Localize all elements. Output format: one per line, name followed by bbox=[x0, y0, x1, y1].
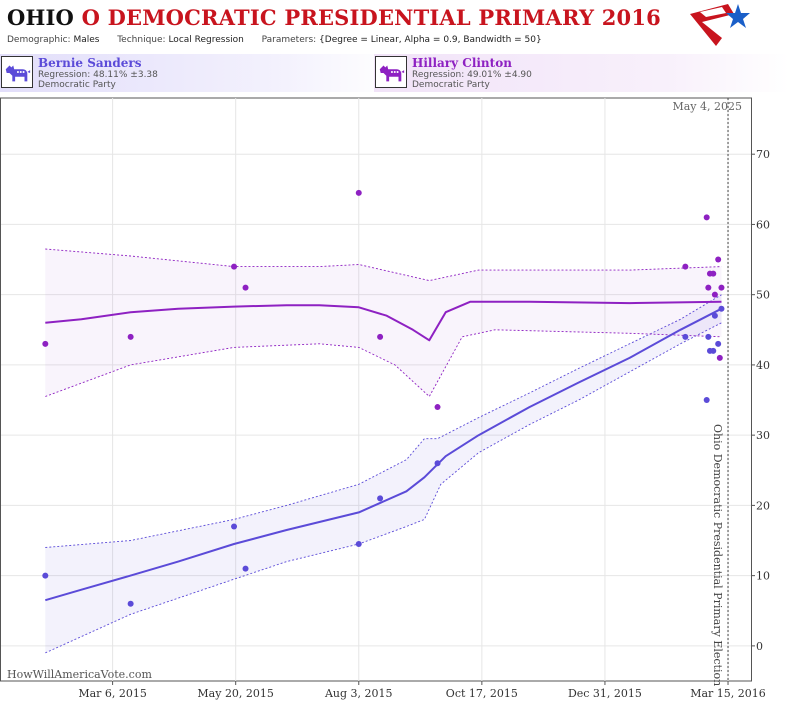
band-fill-bernie-sanders bbox=[45, 294, 722, 653]
x-axis: Mar 6, 2015 May 20, 2015 Aug 3, 2015 Oct 17… bbox=[78, 681, 766, 700]
point-bernie-sanders bbox=[377, 495, 384, 502]
y-tick-label: 40 bbox=[756, 359, 770, 372]
x-tick-label: Aug 3, 2015 bbox=[324, 687, 393, 700]
point-bernie-sanders bbox=[682, 333, 689, 340]
band-upper-bernie-sanders bbox=[45, 294, 722, 548]
donkey-icon bbox=[375, 56, 407, 88]
candidate-bernie-sanders: Bernie Sanders Regression: 48.11% ±3.38 … bbox=[0, 54, 395, 92]
band-upper-hillary-clinton bbox=[45, 248, 722, 282]
point-hillary-clinton bbox=[355, 189, 362, 196]
y-tick-label: 20 bbox=[756, 499, 770, 512]
regression-chart: May 4, 2025 HowWillAmericaVote.com Ohio … bbox=[0, 97, 770, 700]
point-hillary-clinton bbox=[705, 284, 712, 291]
poll-points bbox=[42, 189, 725, 607]
point-bernie-sanders bbox=[711, 312, 718, 319]
x-tick-label: Oct 17, 2015 bbox=[446, 687, 518, 700]
point-hillary-clinton bbox=[711, 291, 718, 298]
band-fill-hillary-clinton bbox=[45, 249, 722, 397]
candidate-party: Democratic Party bbox=[412, 80, 490, 90]
title-rest: O DEMOCRATIC PRESIDENTIAL PRIMARY 2016 bbox=[81, 5, 661, 30]
candidate-hillary-clinton: Hillary Clinton Regression: 49.01% ±4.90… bbox=[374, 54, 789, 92]
point-bernie-sanders bbox=[42, 572, 49, 579]
point-hillary-clinton bbox=[231, 263, 238, 270]
point-hillary-clinton bbox=[715, 256, 722, 263]
technique-value: Local Regression bbox=[168, 35, 244, 45]
fit-line-hillary-clinton bbox=[45, 300, 722, 342]
demographic-value: Males bbox=[73, 35, 100, 45]
band-lower-hillary-clinton bbox=[45, 329, 722, 398]
y-tick-label: 50 bbox=[756, 289, 770, 302]
election-marker-label: Ohio Democratic Presidential Primary Ele… bbox=[711, 424, 724, 686]
band-lower-bernie-sanders bbox=[45, 322, 722, 654]
corner-date-label: May 4, 2025 bbox=[672, 100, 742, 113]
point-bernie-sanders bbox=[242, 565, 249, 572]
candidate-regression: Regression: 49.01% ±4.90 bbox=[412, 70, 532, 80]
header: OHIO O DEMOCRATIC PRESIDENTIAL PRIMARY 2… bbox=[0, 0, 789, 52]
point-hillary-clinton bbox=[716, 354, 723, 361]
y-tick-label: 0 bbox=[756, 640, 763, 653]
chart-title: OHIO O DEMOCRATIC PRESIDENTIAL PRIMARY 2… bbox=[7, 5, 661, 30]
point-bernie-sanders bbox=[718, 305, 725, 312]
star-stripes-logo-icon[interactable] bbox=[688, 2, 750, 50]
point-hillary-clinton bbox=[682, 263, 689, 270]
donkey-icon bbox=[1, 56, 33, 88]
title-state: OHIO bbox=[7, 5, 75, 30]
point-bernie-sanders bbox=[715, 340, 722, 347]
x-tick-label: May 20, 2015 bbox=[197, 687, 274, 700]
plot-frame bbox=[0, 97, 752, 682]
technique-label: Technique: bbox=[117, 35, 166, 45]
candidate-name: Hillary Clinton bbox=[412, 56, 512, 70]
point-bernie-sanders bbox=[434, 460, 441, 467]
fit-line-bernie-sanders bbox=[45, 307, 722, 602]
point-hillary-clinton bbox=[718, 284, 725, 291]
y-tick-label: 10 bbox=[756, 570, 770, 583]
x-tick-label: Mar 15, 2016 bbox=[690, 687, 766, 700]
point-bernie-sanders bbox=[355, 541, 362, 548]
parameters-value: {Degree = Linear, Alpha = 0.9, Bandwidth… bbox=[319, 35, 542, 45]
point-hillary-clinton bbox=[42, 340, 49, 347]
parameters-line: Demographic: Males Technique: Local Regr… bbox=[7, 35, 542, 45]
confidence-bands bbox=[45, 248, 722, 654]
point-bernie-sanders bbox=[231, 523, 238, 530]
point-bernie-sanders bbox=[705, 333, 712, 340]
candidate-party: Democratic Party bbox=[38, 80, 116, 90]
demographic-label: Demographic: bbox=[7, 35, 71, 45]
point-hillary-clinton bbox=[710, 270, 717, 277]
candidate-name: Bernie Sanders bbox=[38, 56, 142, 70]
x-tick-label: Dec 31, 2015 bbox=[568, 687, 642, 700]
point-bernie-sanders bbox=[127, 600, 134, 607]
point-hillary-clinton bbox=[127, 333, 134, 340]
point-hillary-clinton bbox=[242, 284, 249, 291]
point-hillary-clinton bbox=[703, 214, 710, 221]
point-bernie-sanders bbox=[710, 347, 717, 354]
y-axis: 0 10 20 30 40 50 60 70 bbox=[751, 148, 770, 653]
parameters-label: Parameters: bbox=[261, 35, 317, 45]
x-tick-label: Mar 6, 2015 bbox=[78, 687, 147, 700]
point-hillary-clinton bbox=[377, 333, 384, 340]
point-bernie-sanders bbox=[703, 397, 710, 404]
y-tick-label: 60 bbox=[756, 218, 770, 231]
watermark: HowWillAmericaVote.com bbox=[7, 668, 152, 681]
candidate-regression: Regression: 48.11% ±3.38 bbox=[38, 70, 158, 80]
point-hillary-clinton bbox=[434, 404, 441, 411]
regression-lines bbox=[45, 300, 722, 602]
y-tick-label: 70 bbox=[756, 148, 770, 161]
y-tick-label: 30 bbox=[756, 429, 770, 442]
